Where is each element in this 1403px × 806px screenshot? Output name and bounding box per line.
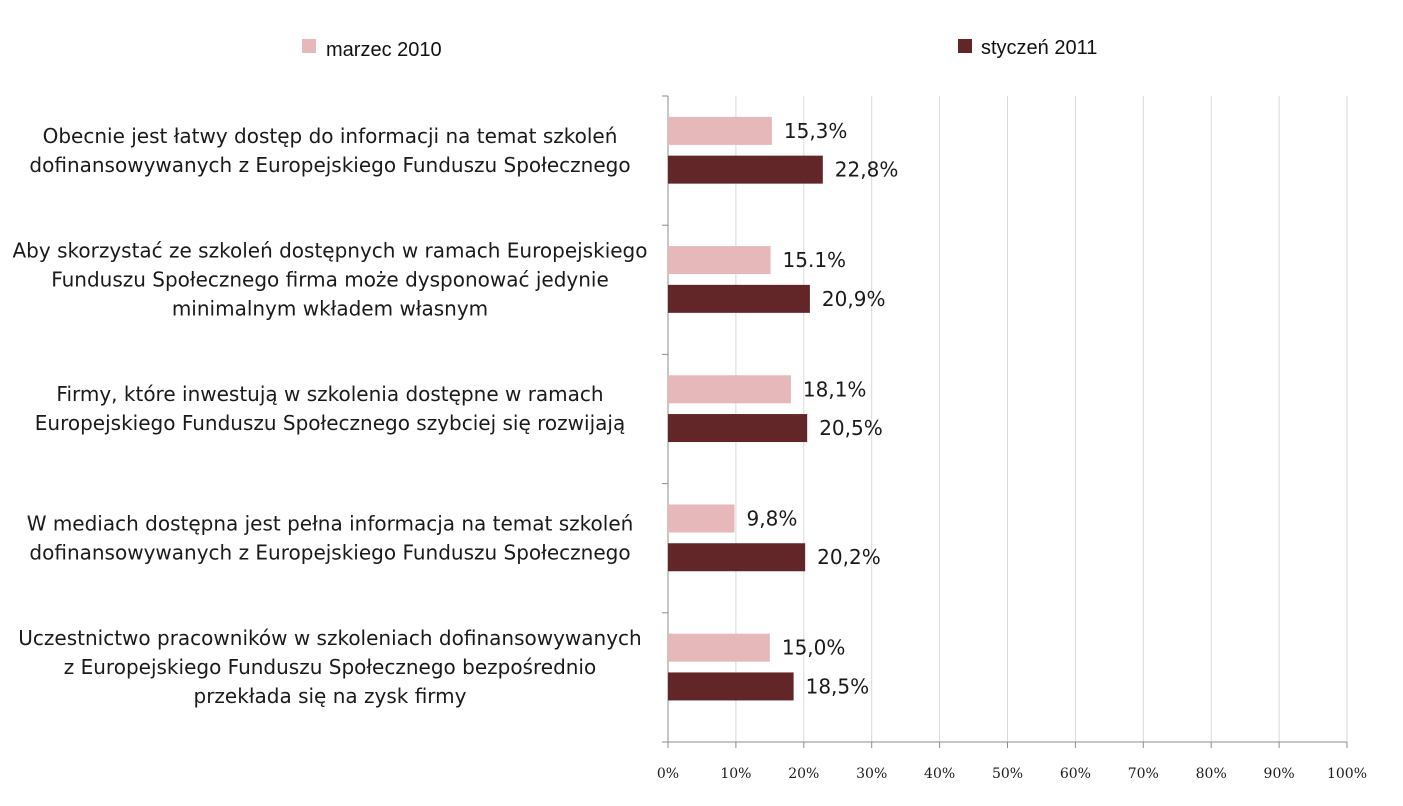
bar-marzec-2010	[668, 375, 791, 404]
data-label: 20,2%	[817, 545, 881, 569]
x-tick-label: 20%	[788, 766, 819, 782]
data-label: 20,5%	[819, 416, 883, 440]
category-label: Obecnie jest łatwy dostęp do informacji …	[29, 124, 630, 177]
bar-styczen-2011	[668, 543, 806, 572]
category-label-line: Europejskiego Funduszu Społecznego szybc…	[35, 411, 625, 435]
bar-styczen-2011	[668, 284, 810, 313]
x-tick-label: 90%	[1264, 766, 1295, 782]
category-label: Uczestnictwo pracowników w szkoleniach d…	[18, 626, 641, 708]
bar-marzec-2010	[668, 504, 735, 533]
bars	[668, 116, 823, 701]
x-tick-label: 70%	[1128, 766, 1159, 782]
value-labels: 15,3% 22,8% 15.1% 20,9% 18,1% 20,5% 9,8% 20,2% 1…	[747, 119, 899, 699]
category-label: Firmy, które inwestują w szkolenia dostę…	[35, 382, 625, 435]
x-tick-label: 10%	[720, 766, 751, 782]
x-axis-tick-labels: 0% 10% 20% 30% 40% 50% 60% 70% 80% 90% 100%	[657, 766, 1367, 782]
x-tick-label: 80%	[1196, 766, 1227, 782]
data-label: 22,8%	[835, 158, 899, 182]
category-label-line: Funduszu Społecznego firma może dysponow…	[51, 267, 609, 291]
data-label: 20,9%	[822, 287, 886, 311]
legend-label-marzec-2010: marzec 2010	[326, 39, 442, 61]
legend-swatch-styczen-2011	[958, 39, 972, 53]
x-tick-label: 30%	[856, 766, 887, 782]
category-label-line: z Europejskiego Funduszu Społecznego bez…	[64, 655, 596, 679]
category-label-line: dofinansowywanych z Europejskiego Fundus…	[29, 540, 630, 564]
x-tick-label: 100%	[1327, 766, 1367, 782]
category-label-line: minimalnym wkładem własnym	[172, 296, 488, 320]
bar-styczen-2011	[668, 155, 823, 184]
x-tick-label: 60%	[1060, 766, 1091, 782]
category-label-line: Obecnie jest łatwy dostęp do informacji …	[43, 124, 618, 148]
category-label-line: przekłada się na zysk firmy	[194, 684, 467, 708]
legend: marzec 2010 styczeń 2011	[302, 37, 1097, 61]
category-label: W mediach dostępna jest pełna informacja…	[27, 511, 634, 564]
category-labels: Obecnie jest łatwy dostęp do informacji …	[13, 124, 648, 708]
category-label-line: dofinansowywanych z Europejskiego Fundus…	[29, 153, 630, 177]
x-tick-label: 0%	[657, 766, 679, 782]
data-label: 18,5%	[806, 674, 870, 698]
category-label-line: Firmy, które inwestują w szkolenia dostę…	[56, 382, 603, 406]
bar-styczen-2011	[668, 414, 808, 443]
category-label-line: Aby skorzystać ze szkoleń dostępnych w r…	[13, 238, 648, 262]
data-label: 15,0%	[782, 636, 846, 660]
bar-marzec-2010	[668, 246, 771, 275]
bar-styczen-2011	[668, 672, 794, 701]
bar-marzec-2010	[668, 633, 770, 662]
legend-swatch-marzec-2010	[302, 39, 316, 53]
data-label: 18,1%	[803, 377, 867, 401]
category-label-line: Uczestnictwo pracowników w szkoleniach d…	[18, 626, 641, 650]
category-label-line: W mediach dostępna jest pełna informacja…	[27, 511, 634, 535]
legend-label-styczen-2011: styczeń 2011	[981, 37, 1097, 59]
data-label: 15.1%	[783, 248, 847, 272]
x-tick-label: 40%	[924, 766, 955, 782]
data-label: 15,3%	[784, 119, 848, 143]
bar-marzec-2010	[668, 116, 772, 145]
category-label: Aby skorzystać ze szkoleń dostępnych w r…	[13, 238, 648, 320]
data-label: 9,8%	[747, 506, 798, 530]
x-tick-label: 50%	[992, 766, 1023, 782]
